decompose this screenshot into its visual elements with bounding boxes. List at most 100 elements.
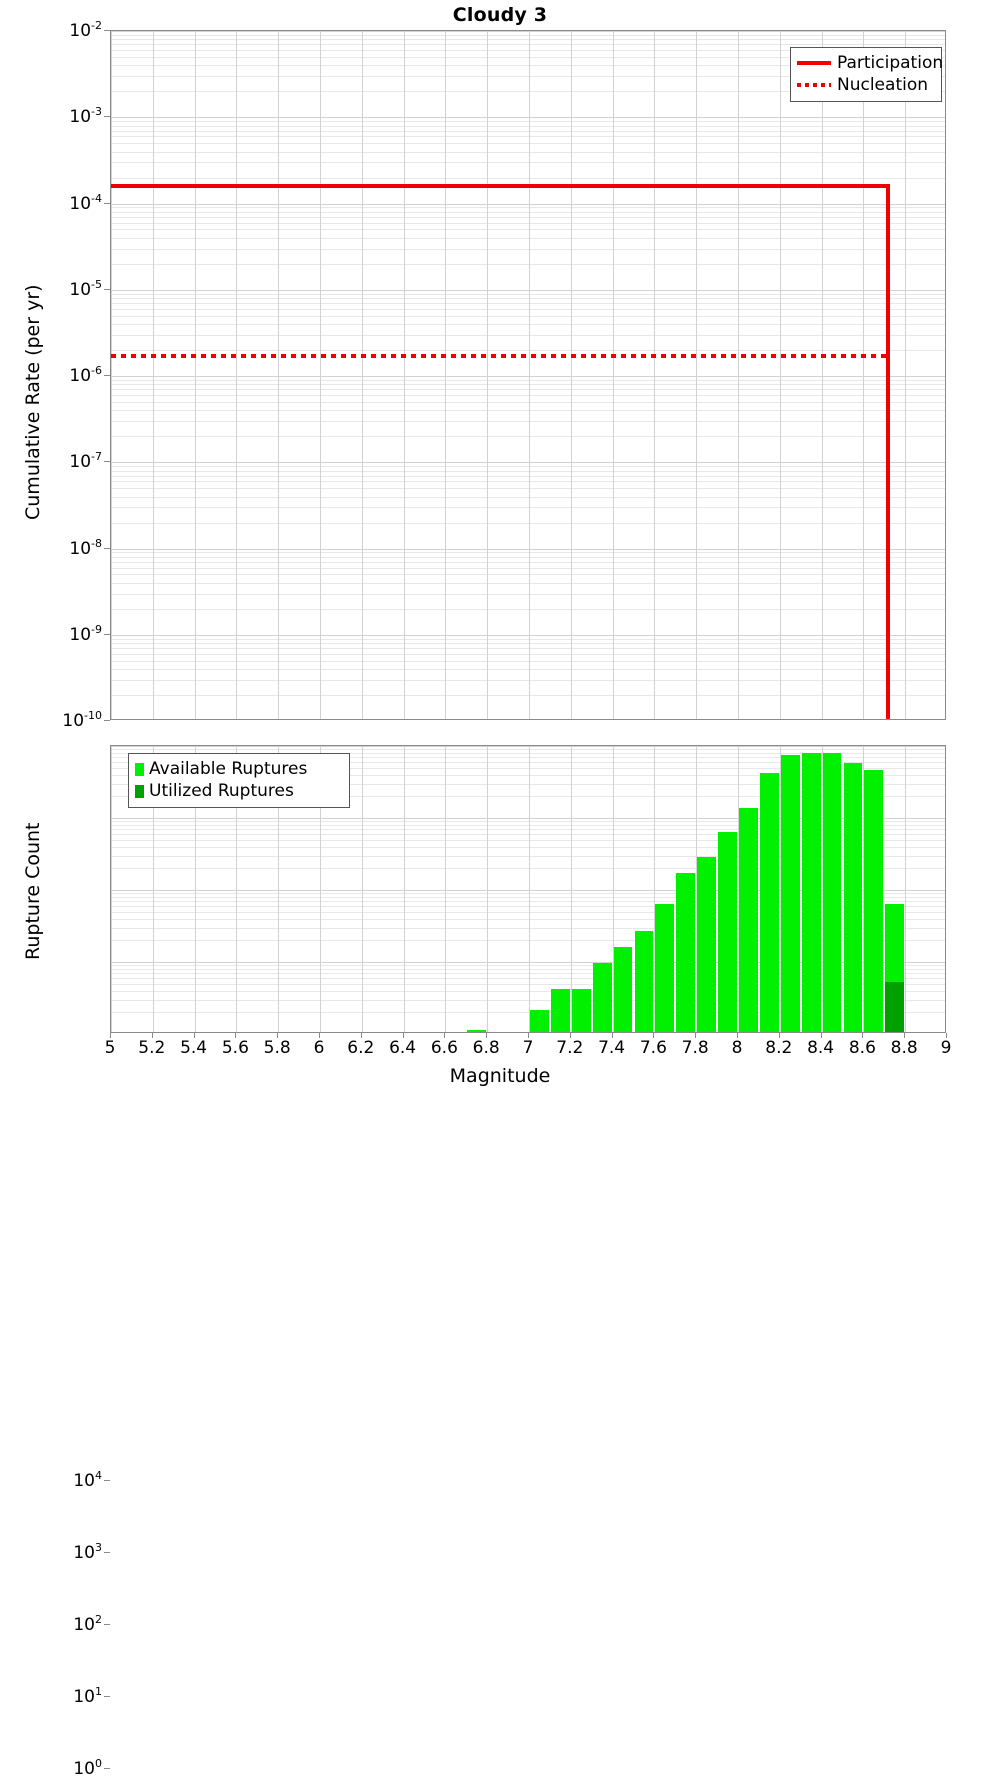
x-tick-label: 7 (522, 1038, 534, 1058)
x-tick-mark (319, 1033, 320, 1038)
gridline-minor (111, 121, 945, 123)
x-tick-mark (193, 1033, 195, 1038)
gridline-minor (111, 999, 945, 1001)
gridline-minor (111, 522, 945, 524)
histogram-bar (718, 831, 737, 1032)
gridline-minor (111, 648, 945, 650)
gridline-minor (111, 774, 945, 776)
gridline-minor (111, 481, 945, 483)
gridline-major (111, 203, 945, 205)
x-tick-mark (695, 1033, 697, 1038)
gridline-minor (111, 679, 945, 681)
vertical-gridline (779, 31, 781, 719)
x-tick-label: 5 (104, 1038, 116, 1058)
gridline-minor (111, 315, 945, 317)
y-tick-mark (104, 116, 110, 118)
gridline-minor (111, 136, 945, 138)
gridline-minor (111, 130, 945, 132)
y-tick-label: 100 (73, 1757, 102, 1779)
vertical-gridline (403, 31, 405, 719)
vertical-gridline (529, 746, 530, 1032)
vertical-gridline (529, 31, 530, 719)
gridline-minor (111, 50, 945, 52)
bottom-panel-y-axis-label: Rupture Count (22, 822, 44, 961)
x-tick-label: 7.6 (639, 1038, 667, 1058)
x-axis-label: Magnitude (449, 1065, 551, 1087)
figure-root: Cloudy 3 Cumulative Rate (per yr) 10-10 1… (22, 4, 951, 1779)
vertical-gridline (361, 746, 363, 1032)
gridline-minor (111, 918, 945, 920)
vertical-gridline (654, 746, 656, 1032)
vertical-gridline (905, 746, 907, 1032)
x-tick-label: 6.4 (389, 1038, 417, 1058)
gridline-minor (111, 973, 945, 975)
vertical-gridline (738, 31, 739, 719)
gridline-minor (111, 91, 945, 93)
x-tick-mark (235, 1033, 237, 1038)
gridline-major (111, 117, 945, 119)
x-tick-mark (110, 1033, 111, 1038)
histogram-bar (822, 753, 842, 1032)
gridline-minor (111, 556, 945, 558)
x-tick-label: 8.2 (765, 1038, 793, 1058)
gridline-minor (111, 901, 945, 903)
histogram-bar (864, 770, 884, 1032)
y-tick-mark (104, 288, 110, 290)
x-tick-label: 6.2 (347, 1038, 375, 1058)
gridline-minor (111, 660, 945, 662)
legend-item-nucleation[interactable]: Nucleation (797, 74, 934, 96)
gridline-minor (111, 216, 945, 218)
gridline-minor (111, 552, 945, 554)
gridline-minor (111, 846, 945, 848)
y-tick-label: 103 (73, 1541, 102, 1563)
gridline-minor (111, 410, 945, 412)
y-tick-mark (104, 1552, 110, 1553)
gridline-minor (111, 749, 945, 751)
vertical-gridline (361, 31, 363, 719)
gridline-minor (111, 574, 945, 576)
gridline-major (111, 289, 945, 291)
vertical-gridline (863, 31, 865, 719)
gridline-minor (111, 911, 945, 913)
y-tick-label: 10-10 (62, 709, 102, 731)
gridline-minor (111, 237, 945, 239)
gridline-minor (111, 783, 945, 785)
gridline-minor (111, 582, 945, 584)
gridline-minor (111, 151, 945, 153)
x-tick-mark (569, 1033, 571, 1038)
x-tick-label: 6 (313, 1038, 325, 1058)
y-tick-label: 101 (73, 1685, 102, 1707)
histogram-bar (843, 762, 863, 1032)
legend-item-available[interactable]: Available Ruptures (135, 758, 342, 780)
gridline-minor (111, 143, 945, 145)
legend-label: Available Ruptures (149, 759, 308, 779)
legend-item-participation[interactable]: Participation (797, 52, 943, 74)
gridline-minor (111, 162, 945, 164)
gridline-minor (111, 752, 945, 754)
y-tick-mark (104, 461, 110, 463)
x-tick-label: 5.4 (180, 1038, 208, 1058)
x-tick-label: 5.8 (263, 1038, 291, 1058)
histogram-bar (634, 931, 654, 1032)
gridline-minor (111, 896, 945, 898)
vertical-gridline (111, 31, 112, 719)
gridline-minor (111, 222, 945, 224)
gridline-minor (111, 855, 945, 857)
vertical-gridline (821, 746, 823, 1032)
vertical-gridline (278, 746, 280, 1032)
vertical-gridline (487, 746, 489, 1032)
y-tick-label: 10-5 (69, 277, 102, 300)
x-tick-mark (151, 1033, 153, 1038)
gridline-minor (111, 767, 945, 769)
gridline-minor (111, 334, 945, 336)
vertical-gridline (194, 31, 196, 719)
gridline-minor (111, 248, 945, 250)
histogram-bar (613, 947, 633, 1032)
gridline-minor (111, 927, 945, 929)
vertical-gridline (111, 746, 112, 1032)
legend-item-utilized[interactable]: Utilized Ruptures (135, 780, 342, 802)
y-tick-mark (104, 1480, 110, 1481)
gridline-minor (111, 940, 945, 942)
y-tick-mark (104, 720, 110, 721)
gridline-minor (111, 293, 945, 295)
